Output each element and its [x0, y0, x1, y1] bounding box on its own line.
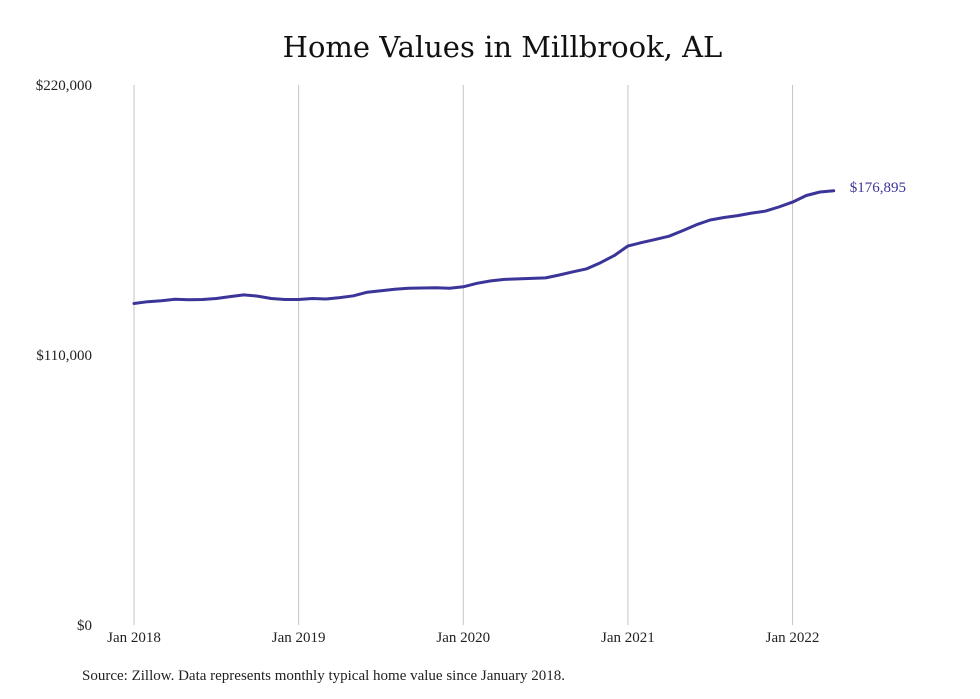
x-tick-label: Jan 2021 — [601, 630, 655, 646]
x-tick-label: Jan 2020 — [436, 630, 490, 646]
source-note: Source: Zillow. Data represents monthly … — [82, 668, 566, 684]
end-value-label: $176,895 — [850, 180, 906, 196]
y-axis-ticks: $220,000 $110,000 $0 — [36, 78, 92, 634]
vertical-gridlines — [133, 85, 794, 625]
y-tick-label: $110,000 — [36, 348, 92, 364]
x-axis-ticks: Jan 2018 Jan 2019 Jan 2020 Jan 2021 Jan 2022 — [107, 630, 819, 646]
series-line-home-value — [132, 189, 836, 305]
chart-title: Home Values in Millbrook, AL — [282, 30, 723, 64]
y-tick-label: $220,000 — [36, 78, 92, 94]
x-tick-label: Jan 2019 — [272, 630, 326, 646]
x-tick-label: Jan 2018 — [107, 630, 161, 646]
x-tick-label: Jan 2022 — [766, 630, 820, 646]
y-tick-label: $0 — [77, 618, 92, 634]
